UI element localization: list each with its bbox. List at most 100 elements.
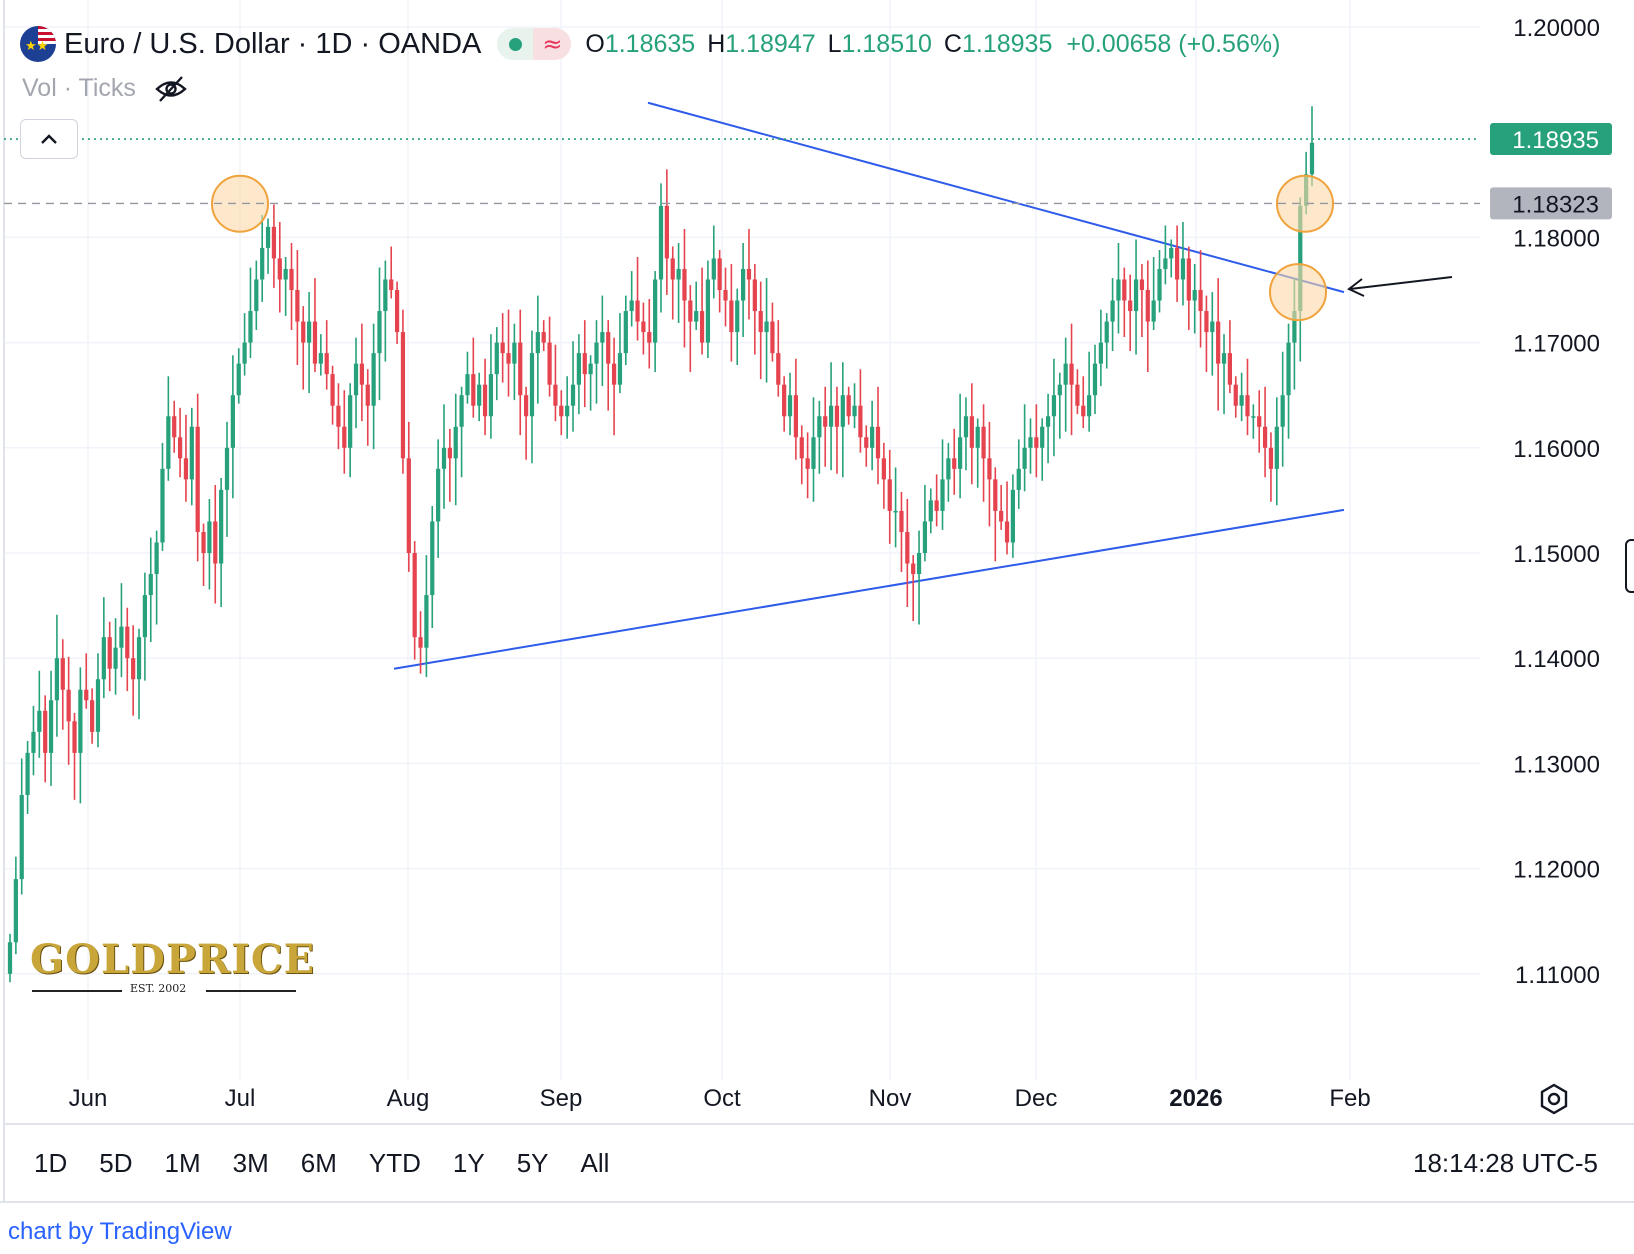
time-tick-label: Aug — [387, 1085, 430, 1112]
candle-body — [406, 458, 411, 553]
candle-body — [623, 311, 628, 354]
candle-body — [870, 426, 875, 448]
candle-body — [682, 268, 687, 301]
candle-body — [1004, 521, 1010, 543]
clock-timezone[interactable]: 18:14:28 UTC-5 — [1413, 1148, 1598, 1178]
candle-body — [254, 279, 259, 312]
candle-body — [1092, 363, 1098, 396]
candle-body — [500, 342, 505, 354]
candle-body — [893, 510, 898, 513]
candle-body — [60, 658, 65, 690]
logo-est: EST. 2002 — [130, 982, 187, 995]
candle-body — [148, 574, 153, 596]
logo-wordmark: GOLDPRICE — [30, 936, 316, 983]
candle-body — [330, 374, 335, 406]
candle-body — [963, 416, 969, 438]
last-price-label-bg — [1490, 123, 1612, 156]
period-5d-button[interactable]: 5D — [99, 1148, 133, 1178]
goldprice-logo: GOLDPRICE EST. 2002 — [30, 936, 316, 1002]
collapse-legend-button[interactable] — [20, 119, 78, 159]
time-tick-label: Oct — [703, 1085, 741, 1112]
candle-body — [189, 426, 194, 480]
candle-body — [899, 510, 904, 532]
candle-body — [1216, 321, 1221, 364]
candle-body — [600, 332, 605, 343]
candle-body — [19, 794, 24, 880]
candle-body — [1110, 300, 1115, 322]
candle-body — [136, 637, 142, 680]
period-1d-button[interactable]: 1D — [34, 1148, 68, 1178]
candle-body — [570, 384, 576, 406]
candle-body — [236, 363, 241, 396]
candle-body — [723, 290, 728, 301]
candle-body — [993, 479, 998, 511]
tradingview-credit-link[interactable]: chart by TradingView — [8, 1218, 232, 1245]
candle-body — [541, 332, 546, 343]
price-tick-label: 1.18000 — [1513, 225, 1600, 252]
candle-body — [946, 458, 951, 480]
support-trendline — [393, 508, 1345, 670]
symbol-title[interactable]: Euro / U.S. Dollar · 1D · OANDA — [64, 27, 482, 60]
candle-body — [131, 658, 136, 680]
candle-body — [183, 458, 189, 480]
period-1y-button[interactable]: 1Y — [452, 1148, 485, 1178]
candle-body — [864, 437, 869, 448]
price-tick-label: 1.13000 — [1513, 751, 1600, 778]
candle-body — [1292, 311, 1297, 343]
market-status-pill[interactable]: ≈ — [497, 28, 572, 60]
candle-body — [471, 374, 476, 406]
volume-label: Vol · Ticks — [22, 74, 136, 102]
candle-body — [289, 268, 294, 290]
candle-body — [1057, 384, 1062, 396]
candle-body — [306, 321, 312, 343]
candle-body — [817, 416, 822, 438]
candle-body — [952, 458, 957, 469]
period-ytd-button[interactable]: YTD — [368, 1148, 421, 1178]
marker-price-label: 1.18323 — [1512, 191, 1599, 218]
candle-body — [1309, 142, 1315, 175]
candle-body — [430, 521, 435, 596]
candle-body — [412, 553, 417, 638]
candle-body — [295, 290, 300, 322]
annotation-arrow-head — [1347, 278, 1365, 297]
candle-body — [242, 342, 247, 364]
candle-body — [1298, 205, 1303, 312]
candle-body — [858, 405, 863, 438]
volume-legend[interactable]: Vol · Ticks — [22, 74, 188, 103]
candle-body — [594, 342, 599, 364]
candle-body — [606, 332, 611, 364]
ohlc-key: C — [943, 29, 962, 58]
candle-body — [482, 384, 488, 417]
price-axis: 1.20000 1.18000 1.17000 1.16000 1.15000 1.140… — [1513, 15, 1600, 989]
candle-body — [523, 395, 529, 417]
highlight-circle — [1269, 263, 1327, 322]
candle-body — [1286, 342, 1291, 396]
candle-body — [911, 563, 916, 575]
candle-body — [453, 426, 458, 459]
settings-gear-icon[interactable] — [1537, 1082, 1571, 1116]
change-value: +0.00658 (+0.56%) — [1066, 29, 1281, 58]
candle-body — [89, 700, 95, 732]
period-1m-button[interactable]: 1M — [164, 1148, 201, 1178]
candle-body — [1045, 416, 1051, 427]
hidden-eye-icon[interactable] — [154, 75, 188, 103]
period-5y-button[interactable]: 5Y — [516, 1148, 549, 1178]
candle-body — [535, 332, 540, 354]
highlight-circle — [1276, 174, 1334, 233]
candle-body — [1098, 342, 1103, 364]
candle-body — [881, 458, 886, 480]
period-3m-button[interactable]: 3M — [232, 1148, 269, 1178]
period-all-button[interactable]: All — [580, 1148, 610, 1178]
trendlines — [393, 101, 1345, 670]
candle-body — [506, 353, 511, 364]
candle-body — [1169, 247, 1174, 259]
candle-body — [66, 689, 71, 722]
candle-body — [1280, 395, 1285, 427]
candle-body — [113, 647, 118, 669]
candle-body — [717, 258, 722, 290]
candle-body — [793, 395, 799, 438]
candle-body — [342, 426, 347, 448]
period-6m-button[interactable]: 6M — [300, 1148, 337, 1178]
candle-body — [7, 942, 13, 974]
